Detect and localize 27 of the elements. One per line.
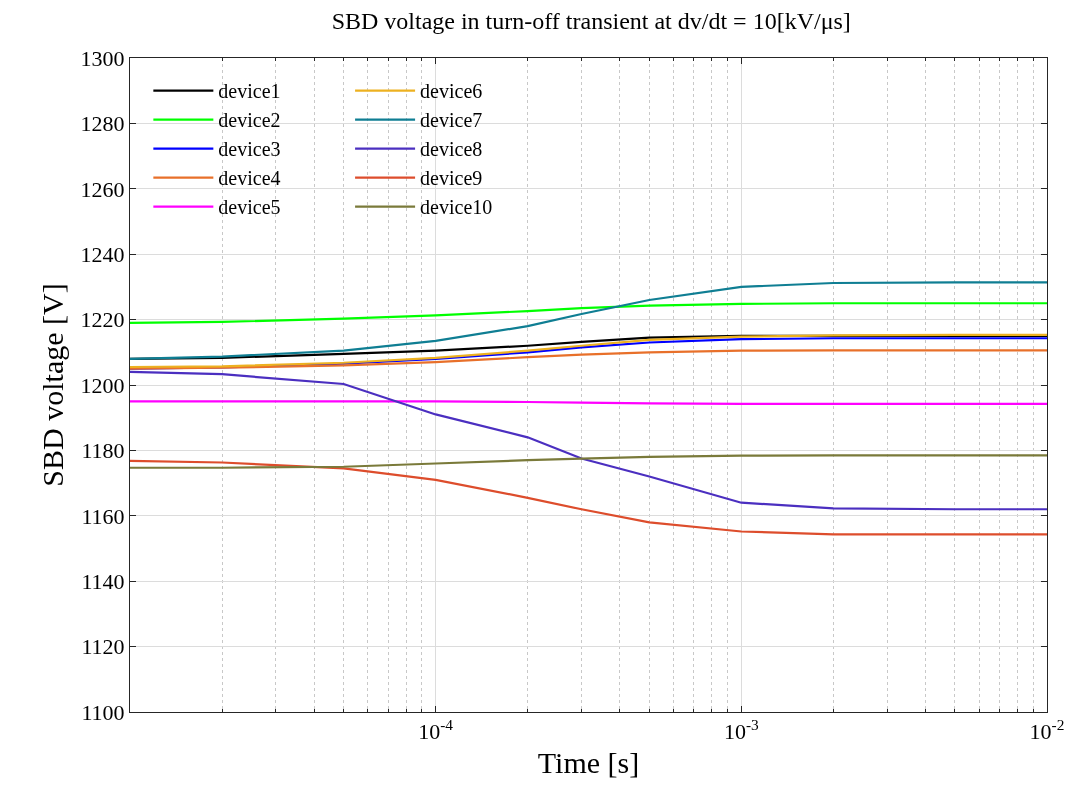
legend-label: device5 xyxy=(218,196,281,219)
legend-label: device2 xyxy=(218,109,281,132)
y-tick-label: 1280 xyxy=(80,111,125,137)
legend-label: device10 xyxy=(420,196,493,219)
y-tick-label: 1220 xyxy=(80,307,125,333)
y-tick-label: 1300 xyxy=(80,45,125,71)
y-tick-label: 1240 xyxy=(80,241,125,267)
y-tick-label: 1200 xyxy=(80,372,125,398)
y-axis-title: SBD voltage [V] xyxy=(35,283,69,487)
y-tick-label: 1120 xyxy=(81,634,125,660)
y-tick-label: 1140 xyxy=(81,568,125,594)
y-tick-label: 1100 xyxy=(81,699,125,725)
x-tick-label: 10$^{-3}$ xyxy=(723,716,760,745)
x-axis-title: Time [s] xyxy=(537,745,640,779)
legend-label: device1 xyxy=(218,80,281,103)
legend-label: device3 xyxy=(218,138,281,161)
legend-label: device8 xyxy=(420,138,483,161)
legend-label: device4 xyxy=(218,167,281,190)
y-tick-label: 1260 xyxy=(80,176,125,202)
x-tick-label: 10$^{-2}$ xyxy=(1029,716,1065,745)
legend-label: device9 xyxy=(420,167,483,190)
legend-label: device7 xyxy=(420,109,483,132)
chart-title: SBD voltage in turn-off transient at dv/dt = 10[kV/μs] xyxy=(331,7,851,34)
legend-label: device6 xyxy=(420,80,483,103)
y-tick-label: 1160 xyxy=(81,503,125,529)
y-tick-label: 1180 xyxy=(81,438,125,464)
x-tick-label: 10$^{-4}$ xyxy=(418,716,454,745)
